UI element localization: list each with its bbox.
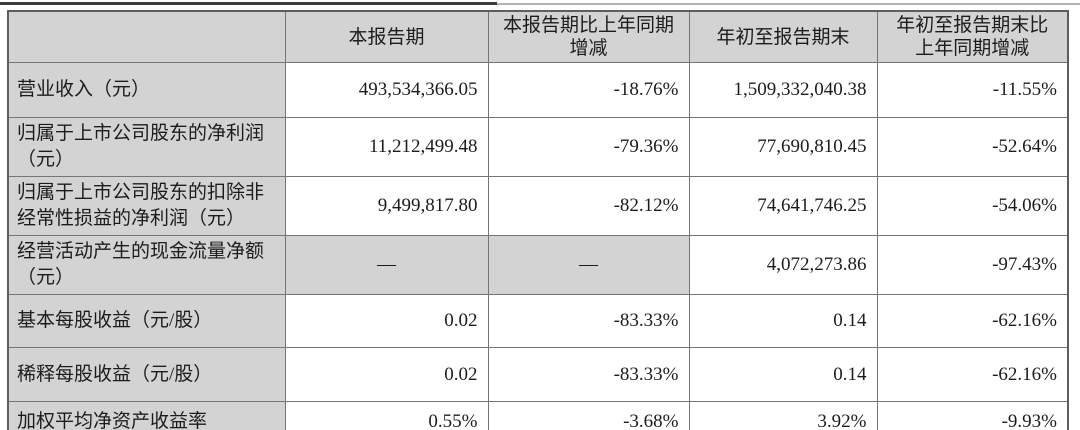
cell-value: 77,690,810.45 [688,117,878,177]
cell-value: 0.02 [284,347,489,402]
cell-value: 0.14 [688,347,878,402]
row-label: 归属于上市公司股东的扣除非经常性损益的净利润（元） [7,176,286,236]
row-label: 归属于上市公司股东的净利润（元） [7,117,286,177]
cell-value-dash: — [284,235,489,295]
cell-value: -62.16% [876,294,1069,348]
cell-value: -3.68% [487,401,690,430]
top-rule-light-segment [497,3,1080,5]
row-label: 稀释每股收益（元/股） [7,347,286,402]
cell-value: -83.33% [487,294,690,348]
column-header-blank [7,10,286,63]
cell-value: -9.93% [876,401,1069,430]
table-row-weighted-avg-roe: 加权平均净资产收益率 0.55% -3.68% 3.92% -9.93% [7,401,1069,430]
column-header-current-period: 本报告期 [284,10,489,63]
table-row-operating-revenue: 营业收入（元） 493,534,366.05 -18.76% 1,509,332… [7,62,1069,118]
cell-value: -62.16% [876,347,1069,402]
cell-value: 4,072,273.86 [688,235,878,295]
header-row: 本报告期 本报告期比上年同期增减 年初至报告期末 年初至报告期末比上年同期增减 [7,10,1069,63]
column-header-year-to-date: 年初至报告期末 [688,10,878,63]
table-row-diluted-eps: 稀释每股收益（元/股） 0.02 -83.33% 0.14 -62.16% [7,347,1069,402]
cell-value: 0.14 [688,294,878,348]
cell-value: -97.43% [876,235,1069,295]
cell-value: 0.55% [284,401,489,430]
cell-value: -54.06% [876,176,1069,236]
cell-value: 74,641,746.25 [688,176,878,236]
table-row-basic-eps: 基本每股收益（元/股） 0.02 -83.33% 0.14 -62.16% [7,294,1069,348]
cell-value: 3.92% [688,401,878,430]
row-label: 营业收入（元） [7,62,286,118]
cell-value: 493,534,366.05 [284,62,489,118]
cell-value: -83.33% [487,347,690,402]
cell-value: 11,212,499.48 [284,117,489,177]
cell-value: -52.64% [876,117,1069,177]
column-header-year-to-date-yoy-change: 年初至报告期末比上年同期增减 [876,10,1069,63]
cell-value: 9,499,817.80 [284,176,489,236]
table-row-operating-cash-flow: 经营活动产生的现金流量净额（元） — — 4,072,273.86 -97.43… [7,235,1069,295]
row-label: 基本每股收益（元/股） [7,294,286,348]
top-rule-dark-segment [0,2,497,5]
cell-value: -11.55% [876,62,1069,118]
financial-summary-table: 本报告期 本报告期比上年同期增减 年初至报告期末 年初至报告期末比上年同期增减 … [7,10,1069,430]
cell-value: 1,509,332,040.38 [688,62,878,118]
row-label: 经营活动产生的现金流量净额（元） [7,235,286,295]
cell-value-dash: — [487,235,690,295]
cell-value: -82.12% [487,176,690,236]
cell-value: -18.76% [487,62,690,118]
cell-value: -79.36% [487,117,690,177]
row-label: 加权平均净资产收益率 [7,401,286,430]
cell-value: 0.02 [284,294,489,348]
table-row-net-profit-excl-nonrecurring: 归属于上市公司股东的扣除非经常性损益的净利润（元） 9,499,817.80 -… [7,176,1069,236]
table-row-net-profit: 归属于上市公司股东的净利润（元） 11,212,499.48 -79.36% 7… [7,117,1069,177]
column-header-current-period-yoy-change: 本报告期比上年同期增减 [487,10,690,63]
